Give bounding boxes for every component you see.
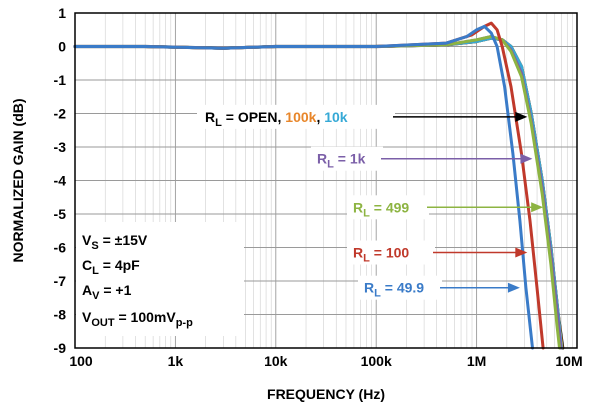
y-tick-label: -4 [54,173,67,189]
condition-line: VOUT = 100mVp-p [82,309,193,329]
x-tick-label: 1k [168,353,184,369]
annotation-arrowhead [507,282,520,293]
x-axis-title: FREQUENCY (Hz) [267,386,385,402]
annotation-arrowhead [531,202,544,213]
annotation-label-open: RL = OPEN, 100k, 10k [205,109,348,129]
annotation-label-100: RL = 100 [353,245,409,265]
y-tick-label: -7 [54,273,67,289]
x-tick-labels: 100 1k 10k 100k 1M 10M [69,353,582,369]
test-conditions: VS = ±15V CL = 4pF AV = +1 VOUT = 100mVp-p [76,222,244,336]
y-tick-label: 1 [58,5,66,21]
annotation-arrowhead [515,247,528,258]
y-tick-label: -6 [54,240,67,256]
conditions-background [76,222,244,336]
x-tick-label: 10k [264,353,288,369]
annotation-label-499: RL = 499 [353,199,409,219]
annotation-label-1k: RL = 1k [317,151,366,171]
x-tick-label: 10M [555,353,582,369]
annotation-label-49.9: RL = 49.9 [364,280,424,300]
y-tick-label: -1 [54,72,67,88]
y-tick-label: -9 [54,340,67,356]
annotation-arrowhead [520,153,533,164]
series-49.9-line [73,24,534,350]
annotation-background [197,104,395,129]
y-tick-label: -2 [54,106,67,122]
annotation-background [347,240,435,265]
y-tick-label: -5 [54,206,67,222]
annotation-background [358,275,442,300]
condition-line: AV = +1 [82,282,132,302]
x-tick-label: 1M [467,353,486,369]
annotations: RL = OPEN, 100k, 10k RL = 1k RL = 499 RL = … [197,104,544,300]
plot-frame [74,12,578,349]
annotation-background [347,195,429,220]
x-tick-label: 100 [69,353,93,369]
annotation-background [311,146,383,171]
y-tick-label: -8 [54,307,67,323]
y-tick-label: 0 [58,39,66,55]
y-tick-labels: 1 0 -1 -2 -3 -4 -5 -6 -7 -8 -9 [54,5,67,356]
y-axis-title: NORMALIZED GAIN (dB) [10,98,26,262]
x-tick-label: 100k [361,353,392,369]
y-tick-label: -3 [54,139,67,155]
condition-line: VS = ±15V [82,232,148,252]
condition-line: CL = 4pF [82,257,140,277]
curves [73,21,565,350]
annotation-arrowhead [515,111,528,122]
